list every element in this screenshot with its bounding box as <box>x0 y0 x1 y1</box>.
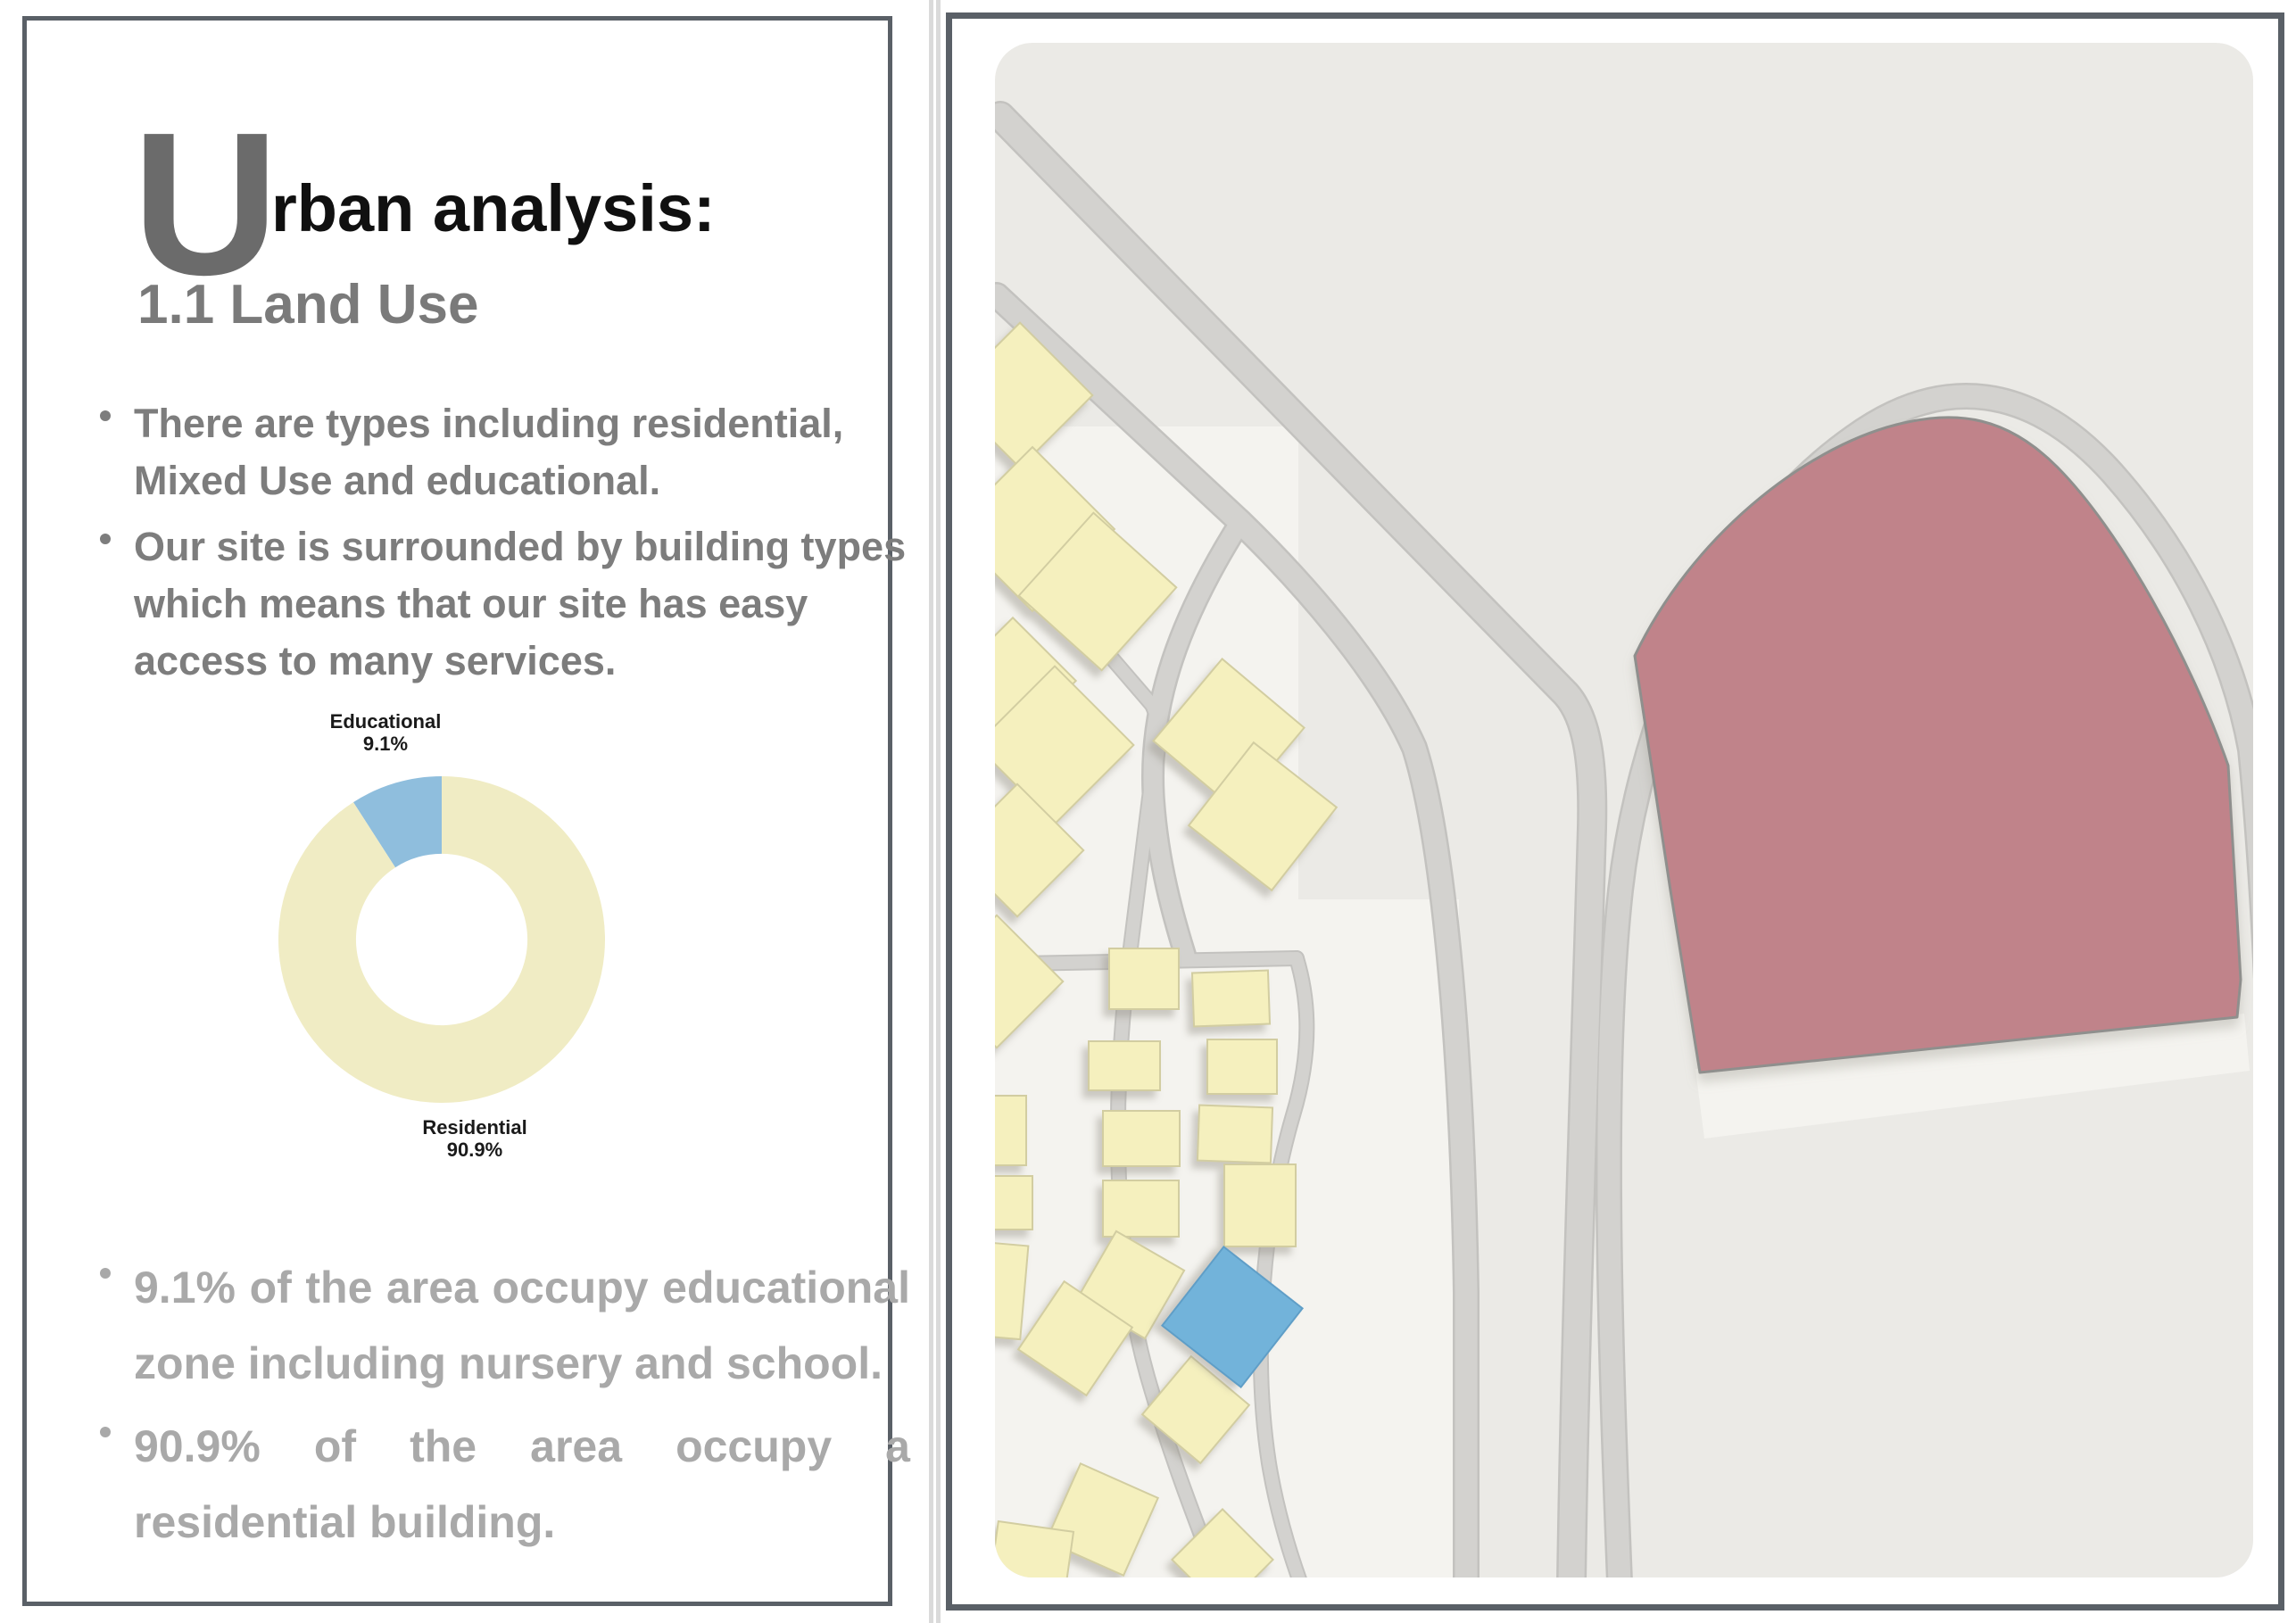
residential-building <box>1108 948 1180 1010</box>
residential-building <box>995 783 1085 918</box>
chart-label-residential: Residential 90.9% <box>368 1116 582 1161</box>
residential-building <box>1102 1180 1180 1238</box>
segment-value: 9.1% <box>362 733 409 755</box>
residential-building <box>1017 511 1178 672</box>
residential-building <box>1223 1163 1297 1247</box>
segment-label: Residential <box>422 1116 527 1139</box>
segment-label: Educational <box>329 710 442 733</box>
residential-building <box>1171 1508 1274 1577</box>
analysis-panel: U rban analysis: 1.1 Land Use There are … <box>22 16 910 1606</box>
bullet-item: 90.9% of the area occupy a residential b… <box>91 1409 910 1561</box>
residential-building <box>1140 1354 1251 1465</box>
bullet-item: There are types including residential, M… <box>91 395 910 509</box>
page-title: rban analysis: <box>271 171 716 245</box>
educational-building <box>1160 1245 1305 1389</box>
residential-building <box>995 1095 1027 1166</box>
residential-building <box>995 1175 1033 1230</box>
residential-building <box>995 1519 1075 1577</box>
residential-building <box>995 321 1094 469</box>
segment-value: 90.9% <box>446 1139 503 1161</box>
bullet-item: 9.1% of the area occupy educational zone… <box>91 1250 910 1402</box>
map-svg <box>995 43 2253 1577</box>
residential-building <box>995 1238 1030 1341</box>
residential-building <box>1102 1110 1181 1167</box>
residential-building <box>1044 1462 1160 1577</box>
bullet-list-top: There are types including residential, M… <box>91 395 910 690</box>
donut-chart-svg <box>278 776 605 1103</box>
chart-label-educational: Educational 9.1% <box>278 710 493 755</box>
residential-building <box>1190 969 1272 1028</box>
donut-segment-educational <box>352 776 442 868</box>
bullet-list-bottom: 9.1% of the area occupy educational zone… <box>91 1250 910 1561</box>
donut-chart <box>277 774 607 1105</box>
residential-building <box>1088 1040 1161 1091</box>
panel-divider-line <box>929 0 933 1623</box>
land-use-map <box>995 43 2253 1577</box>
residential-buildings <box>995 321 1339 1577</box>
site-area <box>1633 416 2242 1074</box>
residential-building <box>995 914 1065 1049</box>
section-subtitle: 1.1 Land Use <box>137 274 479 335</box>
residential-building <box>1187 741 1339 892</box>
residential-building <box>1016 1279 1134 1397</box>
donut-segment-residential <box>278 776 605 1103</box>
residential-building <box>995 665 1135 825</box>
residential-building <box>1196 1104 1274 1164</box>
panel-divider-line <box>936 0 941 1623</box>
bullet-item: Our site is surrounded by building types… <box>91 518 910 690</box>
residential-building <box>1206 1039 1278 1095</box>
title-dropcap: U <box>132 91 279 318</box>
